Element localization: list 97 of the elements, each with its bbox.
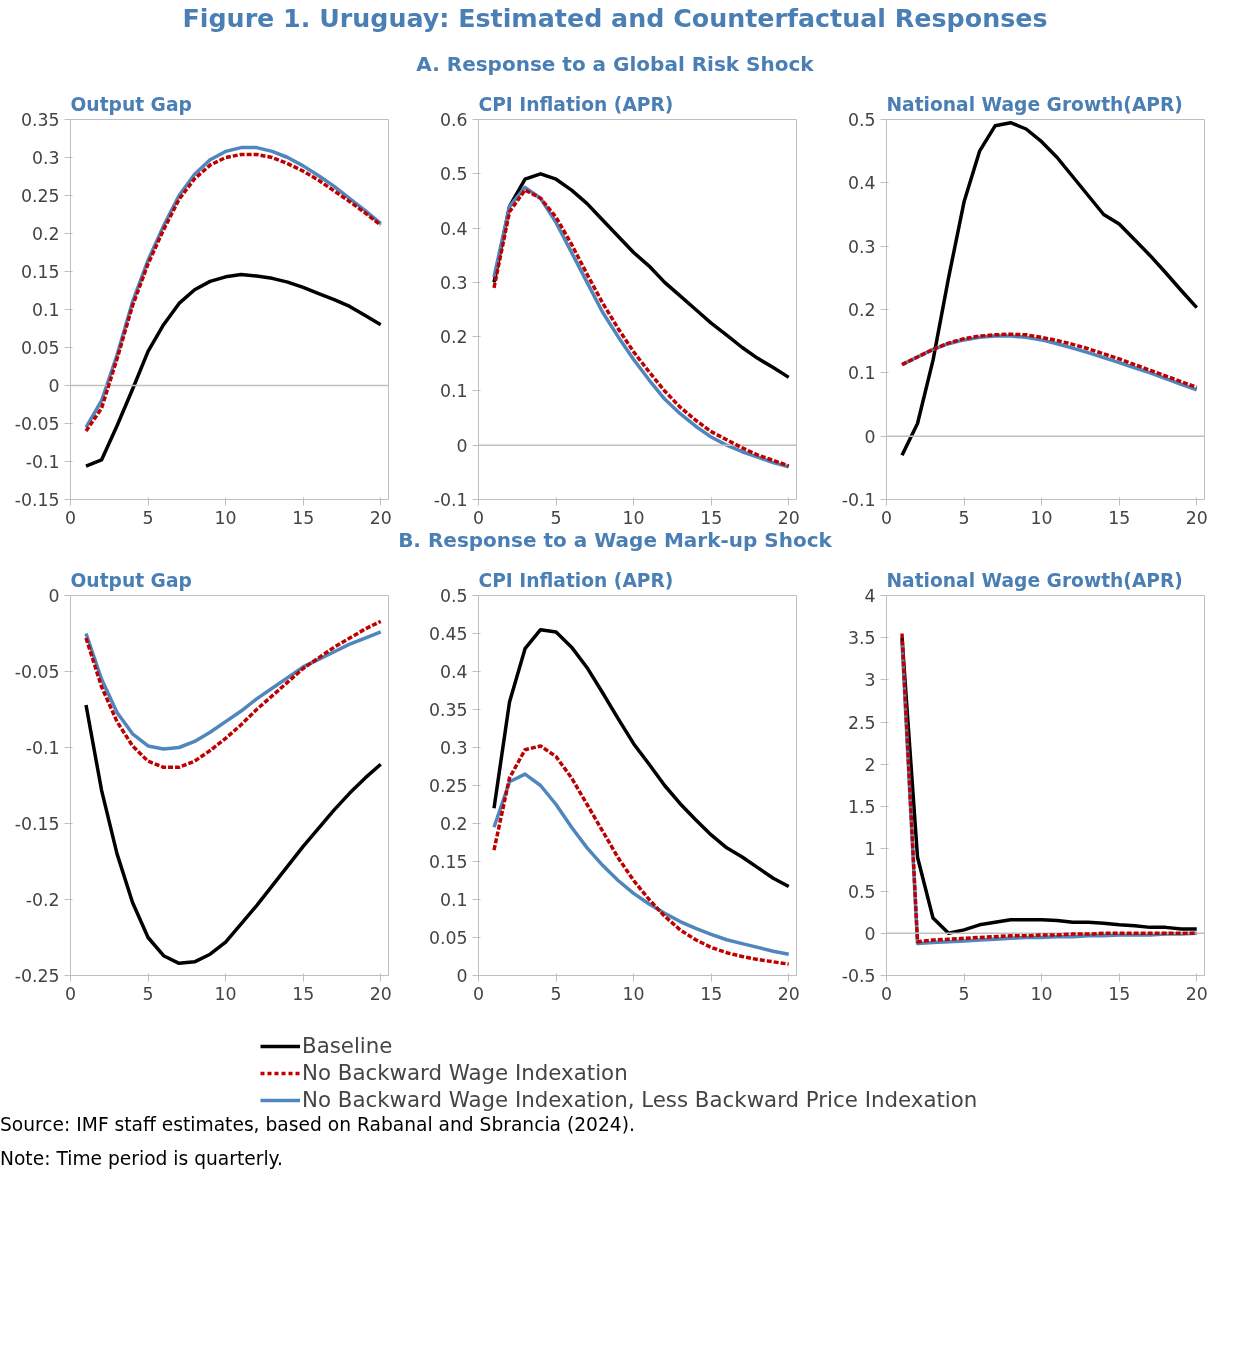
y-tick-label: 0.6 [439,110,468,130]
legend-label: Baseline [302,1033,393,1058]
y-tick-label: -0.05 [14,414,60,434]
x-tick-label: 0 [880,983,893,1004]
y-tick-label: 0.2 [31,224,60,244]
y-tick-label: 0 [864,426,876,447]
x-tick-label: 5 [550,507,562,528]
x-tick-label: 10 [214,983,237,1004]
x-tick-label: 20 [777,983,800,1004]
text: Note: Time period is quarterly. [0,1147,283,1171]
x-tick-label: 20 [1185,983,1208,1004]
y-tick-label: 0.05 [428,928,468,948]
x-tick-label: 15 [700,507,723,528]
legend-label: No Backward Wage Indexation [302,1060,628,1085]
chart-title: CPI Inflation (APR) [478,569,674,591]
chart-title: CPI Inflation (APR) [478,93,674,115]
y-tick-label: 0.2 [439,814,468,834]
x-tick-label: 10 [622,507,645,528]
chart-title: Output Gap [70,569,192,591]
y-tick-label: 3 [864,670,876,691]
x-tick-label: 20 [369,983,392,1004]
y-tick-label: -0.1 [25,738,60,758]
x-tick-label: 5 [958,507,970,528]
y-tick-label: 0.5 [439,586,468,606]
y-tick-label: 0.3 [439,272,468,293]
x-tick-label: 5 [142,507,154,528]
y-tick-label: 0.5 [847,110,876,130]
x-tick-label: 15 [292,983,315,1004]
y-tick-label: -0.2 [25,890,60,910]
x-tick-label: 10 [214,507,237,528]
y-tick-label: 0.15 [20,262,60,282]
legend-label: No Backward Wage Indexation, Less Backward Price Indexation [302,1087,978,1112]
y-tick-label: -0.15 [14,490,60,510]
y-tick-label: 0 [456,966,468,986]
y-tick-label: -0.1 [25,452,60,472]
x-tick-label: 10 [622,983,645,1004]
chart-title: National Wage Growth(APR) [886,93,1183,115]
y-tick-label: 0.1 [847,363,876,384]
y-tick-label: 0.45 [428,624,468,644]
source-note: Source: IMF staff estimates, based on Rabanal and Sbrancia (2024). [0,1113,635,1137]
y-tick-label: -0.5 [841,966,876,986]
text: B. Response to a Wage Mark-up Shock [398,527,832,554]
y-tick-label: 0.5 [439,164,468,185]
y-tick-label: 0.1 [439,381,468,402]
y-tick-label: 2.5 [847,712,876,733]
y-tick-label: 0 [48,586,60,606]
y-tick-label: 0.5 [847,881,876,902]
chart-title: Output Gap [70,93,192,115]
caption: Figure 1. Uruguay: Estimated and Counterfactual Responses [182,2,1048,35]
y-tick-label: 0.4 [439,218,468,239]
x-tick-label: 10 [1030,983,1053,1004]
x-tick-label: 0 [472,507,485,528]
y-tick-label: 0.35 [20,110,60,130]
x-tick-label: 0 [64,983,77,1004]
y-tick-label: 0 [864,923,876,944]
y-tick-label: -0.1 [433,490,468,510]
y-tick-label: 2 [864,754,876,775]
x-tick-label: 0 [472,983,485,1004]
x-tick-label: 20 [1185,507,1208,528]
y-tick-label: 0.05 [20,338,60,358]
text: A. Response to a Global Risk Shock [416,51,814,78]
y-tick-label: 0.2 [847,300,876,320]
y-tick-label: 0.1 [439,890,468,910]
y-tick-label: 0.25 [20,186,60,206]
y-tick-label: 0.35 [428,700,468,720]
y-tick-label: 0.4 [847,173,876,194]
y-tick-label: 0 [456,435,468,456]
x-tick-label: 20 [777,507,800,528]
y-tick-label: -0.05 [14,662,60,682]
y-tick-label: -0.25 [14,966,60,986]
x-tick-label: 15 [700,983,723,1004]
y-tick-label: 1.5 [847,797,876,818]
y-tick-label: 0.3 [847,236,876,257]
x-tick-label: 5 [550,983,562,1004]
y-tick-label: 0.3 [439,738,468,758]
y-tick-label: 4 [864,586,876,606]
y-tick-label: 3.5 [847,628,876,649]
x-tick-label: 15 [1108,983,1131,1004]
x-tick-label: 10 [1030,507,1053,528]
y-tick-label: 0 [48,376,60,396]
chart-title: National Wage Growth(APR) [886,569,1183,591]
y-tick-label: 0.2 [439,327,468,348]
x-tick-label: 20 [369,507,392,528]
x-tick-label: 15 [1108,507,1131,528]
y-tick-label: 0.1 [31,300,60,320]
y-tick-label: 0.15 [428,852,468,872]
x-tick-label: 0 [880,507,893,528]
x-tick-label: 5 [142,983,154,1004]
y-tick-label: 0.4 [439,662,468,682]
y-tick-label: -0.1 [841,490,876,510]
x-tick-label: 5 [958,983,970,1004]
y-tick-label: -0.15 [14,814,60,834]
x-tick-label: 0 [64,507,77,528]
x-tick-label: 15 [292,507,315,528]
y-tick-label: 0.3 [31,148,60,168]
y-tick-label: 1 [864,839,876,860]
y-tick-label: 0.25 [428,776,468,796]
